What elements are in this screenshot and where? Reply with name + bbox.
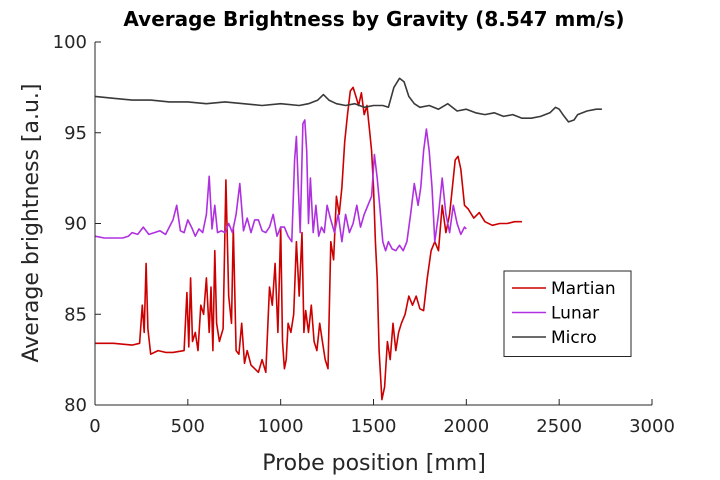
x-tick-label: 2500 bbox=[536, 416, 582, 437]
legend-box bbox=[503, 270, 632, 357]
x-tick-label: 2000 bbox=[443, 416, 489, 437]
series-line-micro bbox=[94, 77, 602, 123]
x-tick-label: 1500 bbox=[351, 416, 397, 437]
y-tick-label: 85 bbox=[64, 304, 87, 325]
y-tick-label: 80 bbox=[64, 395, 87, 416]
x-tick-label: 0 bbox=[89, 416, 100, 437]
legend-label-lunar: Lunar bbox=[551, 304, 599, 324]
y-tick-label: 90 bbox=[64, 214, 87, 235]
y-tick-label: 95 bbox=[64, 123, 87, 144]
y-axis-label: Average brightness [a.u.] bbox=[19, 84, 44, 363]
x-tick-label: 3000 bbox=[629, 416, 675, 437]
chart-title: Average Brightness by Gravity (8.547 mm/… bbox=[123, 7, 624, 31]
plot-area: 0 500 1000 1500 2000 2500 3000 80 85 90 95 100 bbox=[53, 32, 675, 437]
y-tick-label: 100 bbox=[53, 32, 87, 53]
x-axis-label: Probe position [mm] bbox=[262, 451, 486, 476]
legend: Martian Lunar Micro bbox=[503, 270, 632, 357]
series-line-martian bbox=[95, 86, 522, 401]
legend-label-martian: Martian bbox=[551, 279, 616, 299]
series-line-lunar bbox=[94, 119, 467, 252]
legend-label-micro: Micro bbox=[551, 328, 597, 348]
x-tick-label: 500 bbox=[171, 416, 205, 437]
x-tick-label: 1000 bbox=[258, 416, 304, 437]
